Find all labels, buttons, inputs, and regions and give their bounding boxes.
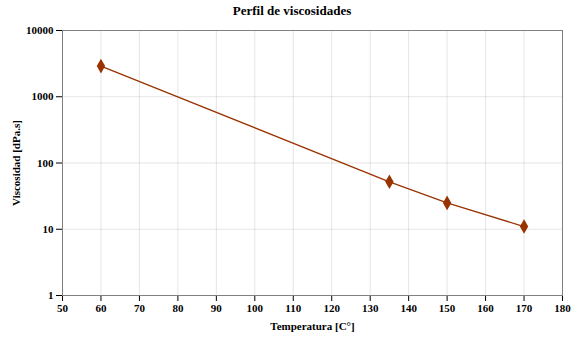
svg-text:140: 140 [400, 302, 417, 314]
svg-text:Viscosidad [dPa.s]: Viscosidad [dPa.s] [10, 120, 22, 206]
svg-text:90: 90 [211, 302, 223, 314]
svg-text:10000: 10000 [26, 24, 54, 36]
svg-text:80: 80 [172, 302, 184, 314]
svg-text:130: 130 [362, 302, 379, 314]
svg-text:100: 100 [247, 302, 264, 314]
svg-text:1: 1 [48, 289, 54, 301]
svg-text:10: 10 [43, 223, 55, 235]
svg-text:50: 50 [57, 302, 69, 314]
svg-text:100: 100 [37, 157, 54, 169]
svg-text:150: 150 [439, 302, 456, 314]
svg-text:70: 70 [134, 302, 146, 314]
svg-text:Temperatura [C°]: Temperatura [C°] [270, 320, 354, 332]
svg-text:180: 180 [554, 302, 571, 314]
svg-text:120: 120 [323, 302, 340, 314]
svg-text:160: 160 [477, 302, 494, 314]
svg-text:170: 170 [516, 302, 533, 314]
html-text:Perfil de viscosidades: Perfil de viscosidades [232, 3, 352, 18]
svg-text:60: 60 [95, 302, 107, 314]
svg-text:110: 110 [285, 302, 301, 314]
svg-text:1000: 1000 [32, 90, 55, 102]
